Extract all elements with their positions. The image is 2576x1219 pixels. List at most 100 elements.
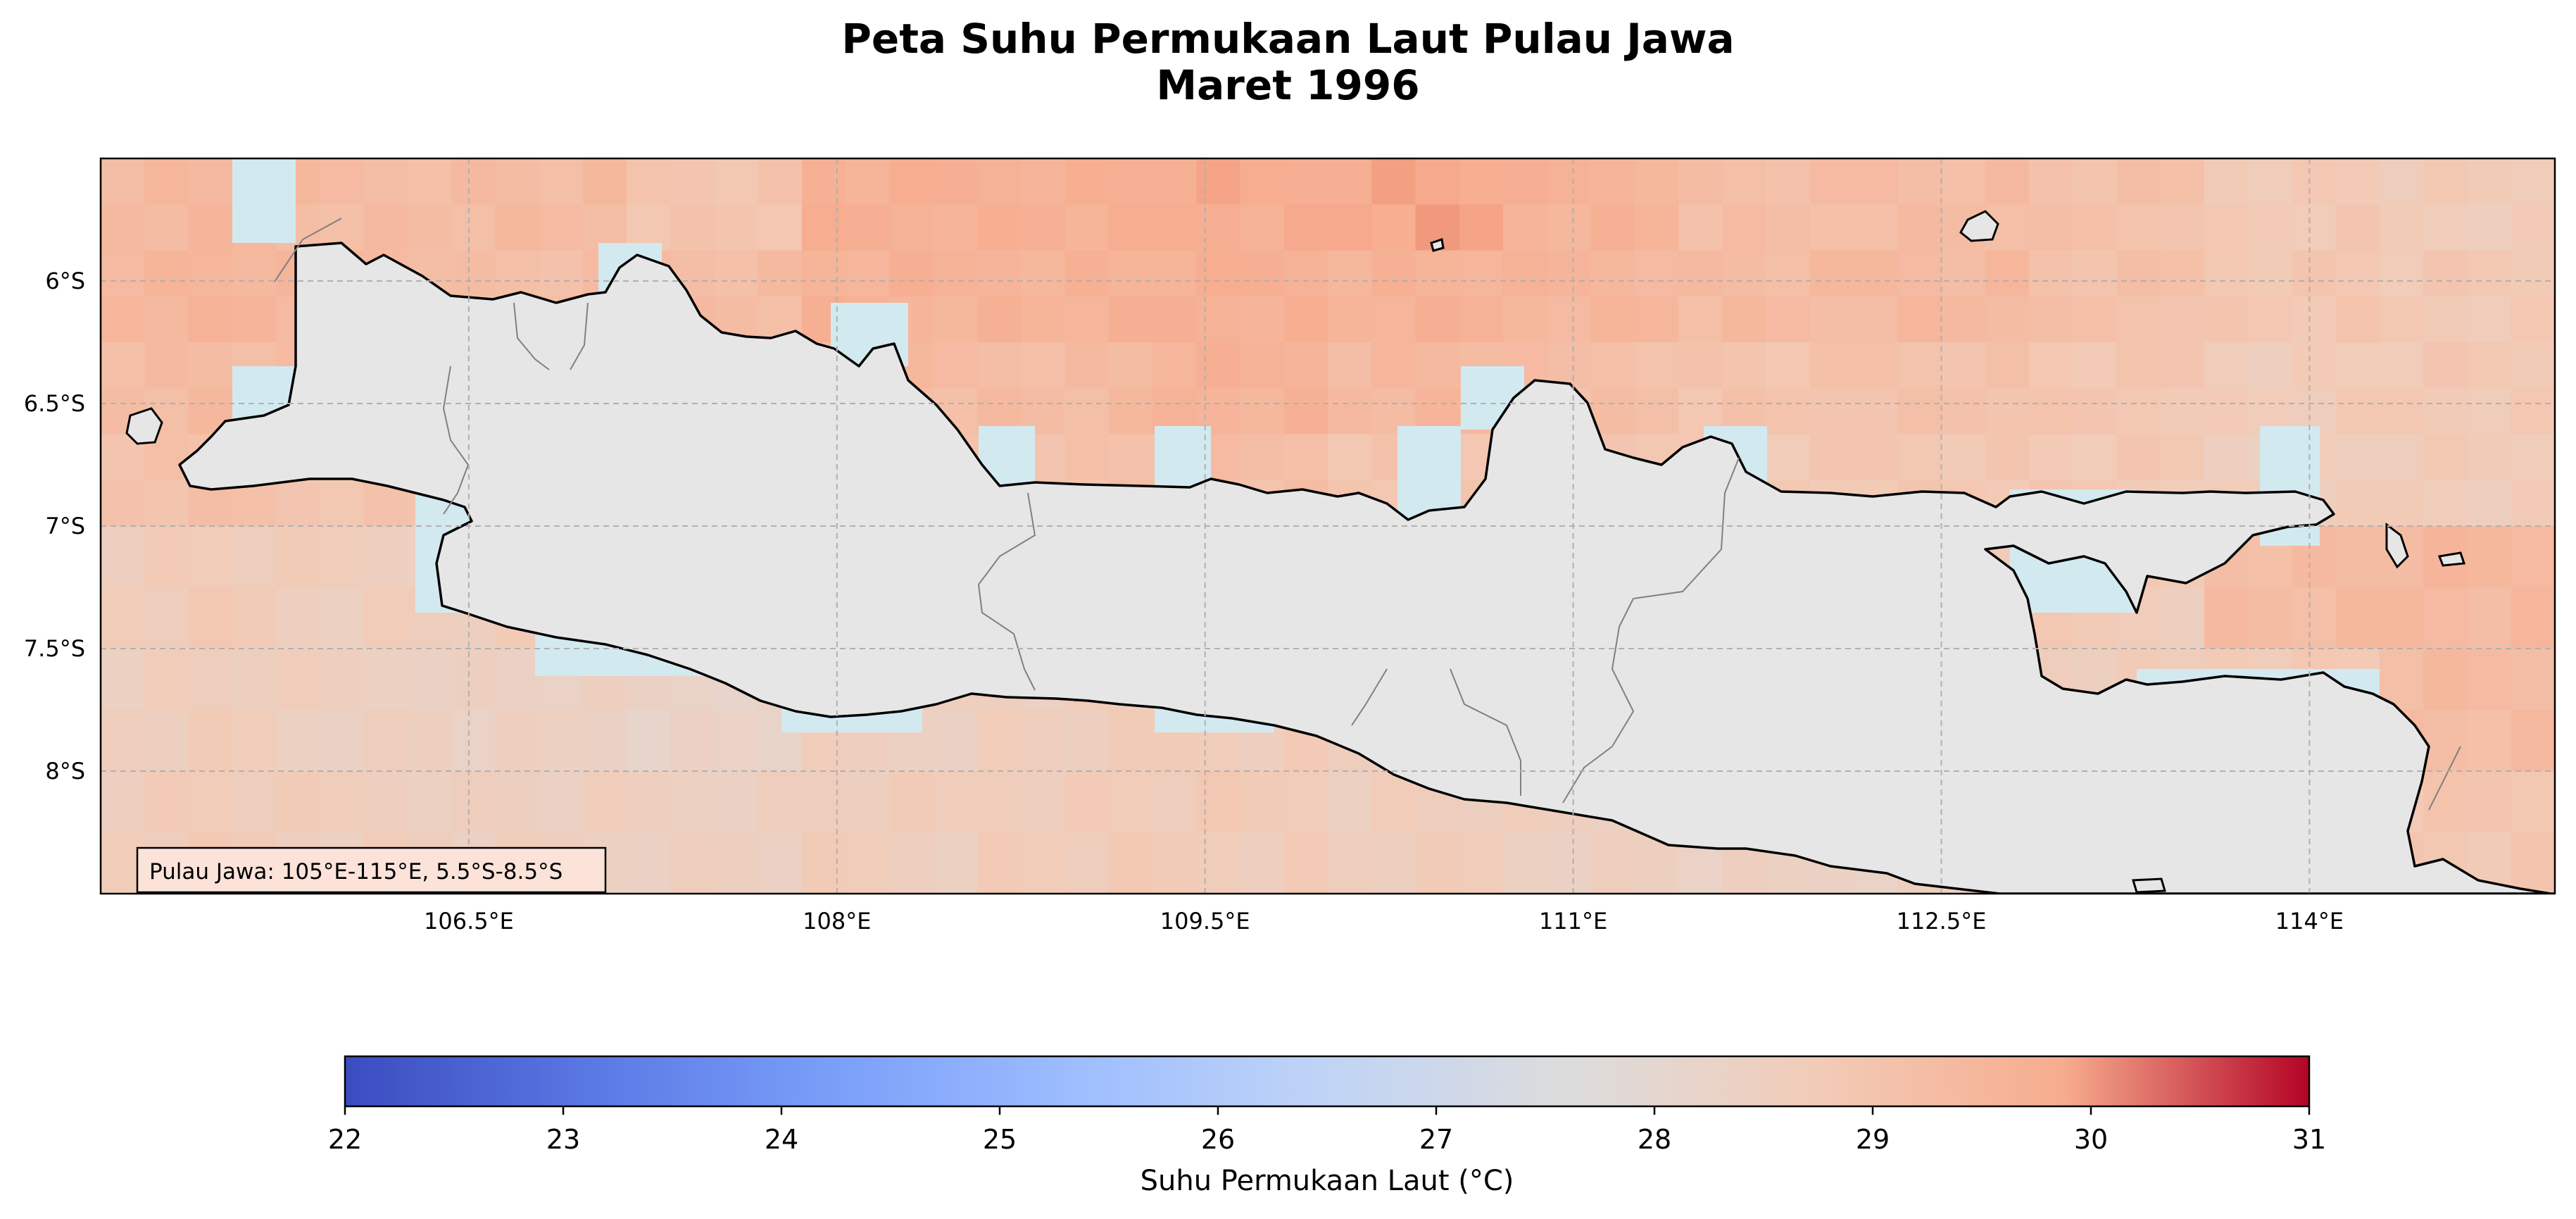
sst-cell [2204,158,2249,205]
sst-cell [2335,158,2380,205]
sst-cell [1854,296,1898,343]
sst-cell [802,204,846,251]
sst-cell [2380,434,2424,481]
sst-cell [2116,158,2161,205]
sst-cell [1108,771,1153,833]
sst-cell [144,771,189,833]
sst-cell [2467,526,2512,588]
sst-cell [1634,204,1679,251]
sst-cell [2380,296,2424,343]
sst-cell [758,832,803,894]
colorbar-tick-label: 24 [765,1124,798,1155]
sst-cell [495,649,540,711]
sst-cell [1766,204,1811,251]
sst-cell [1196,250,1241,297]
sst-cell [1854,434,1898,481]
sst-cell [2467,158,2512,205]
sst-cell [276,649,320,711]
sst-cell [1590,832,1635,894]
sst-cell [188,158,233,205]
sst-cell [451,771,496,833]
sst-cell [2511,587,2555,649]
sst-cell [1328,204,1372,251]
colorbar-tick-label: 26 [1201,1124,1235,1155]
sst-cell [1283,388,1328,435]
colorbar-gradient [344,1055,2311,1108]
sst-cell [2160,587,2205,649]
colorbar-tick-label: 31 [2292,1124,2326,1155]
sst-cell [1152,771,1197,833]
sst-cell [539,158,584,205]
sst-cell [846,204,891,251]
sst-cell [2160,342,2205,389]
sst-cell [1108,710,1153,772]
sst-cell [144,158,189,205]
sst-cell [363,771,408,833]
sst-cell [2335,526,2380,588]
sst-cell [188,296,233,343]
sst-cell [363,204,408,251]
sst-cell [2029,296,2073,343]
sst-cell [1590,158,1635,205]
sst-cell [1678,158,1723,205]
sst-cell [2423,771,2468,833]
sst-cell [2204,434,2249,481]
sst-cell [2511,832,2555,894]
sst-cell [451,204,496,251]
sst-cell [758,771,803,833]
sst-cell [1240,158,1285,205]
sst-cell [1809,388,1854,435]
sst-cell [363,587,408,649]
sst-cell [582,710,627,772]
sst-cell [1941,388,1986,435]
sst-cell [1152,342,1197,389]
sst-cell [276,526,320,588]
sst-cell [2511,250,2555,297]
sst-cell [144,526,189,588]
sst-cell [2511,710,2555,772]
sst-cell [1897,434,1942,481]
sst-cell [1678,204,1723,251]
sst-cell [451,649,496,711]
sst-cell [933,710,978,772]
sst-cell [363,710,408,772]
sst-cell [232,526,277,588]
sst-cell [1328,434,1372,481]
sst-cell [1108,296,1153,343]
sst-cell [1196,204,1241,251]
sst-cell [2423,250,2468,297]
sst-cell [1064,342,1110,389]
sst-cell [1634,158,1679,205]
sst-cell [2204,204,2249,251]
sst-cell [1415,832,1460,894]
sst-cell [1854,342,1898,389]
sst-cell [846,832,891,894]
sst-cell [1415,158,1460,205]
sst-cell [1021,832,1066,894]
sst-cell [1196,832,1241,894]
x-tick-label: 111°E [1539,908,1607,934]
sst-cell [2423,480,2468,527]
sst-cell [2248,204,2293,251]
sst-cell [2335,587,2380,649]
sst-cell [1283,204,1328,251]
sst-cell [2335,480,2380,527]
colorbar-tick-label: 29 [1856,1124,1890,1155]
sst-cell [1809,204,1854,251]
sst-cell [1283,771,1328,833]
sst-cell [1064,250,1110,297]
map-title: Peta Suhu Permukaan Laut Pulau Jawa [841,15,1735,63]
x-tick-label: 112.5°E [1897,908,1987,934]
sst-cell [1064,434,1110,481]
colorbar-label: Suhu Permukaan Laut (°C) [1141,1165,1514,1197]
sst-cell [101,480,145,527]
map-subtitle: Maret 1996 [1156,61,1420,109]
sst-cell [714,250,759,297]
sst-cell [2423,158,2468,205]
land-java [178,242,2555,894]
sst-cell [1766,434,1811,481]
sst-cell [495,158,540,205]
sst-cell [2380,342,2424,389]
map-plot-area [101,158,2555,894]
sst-cell [2029,434,2073,481]
